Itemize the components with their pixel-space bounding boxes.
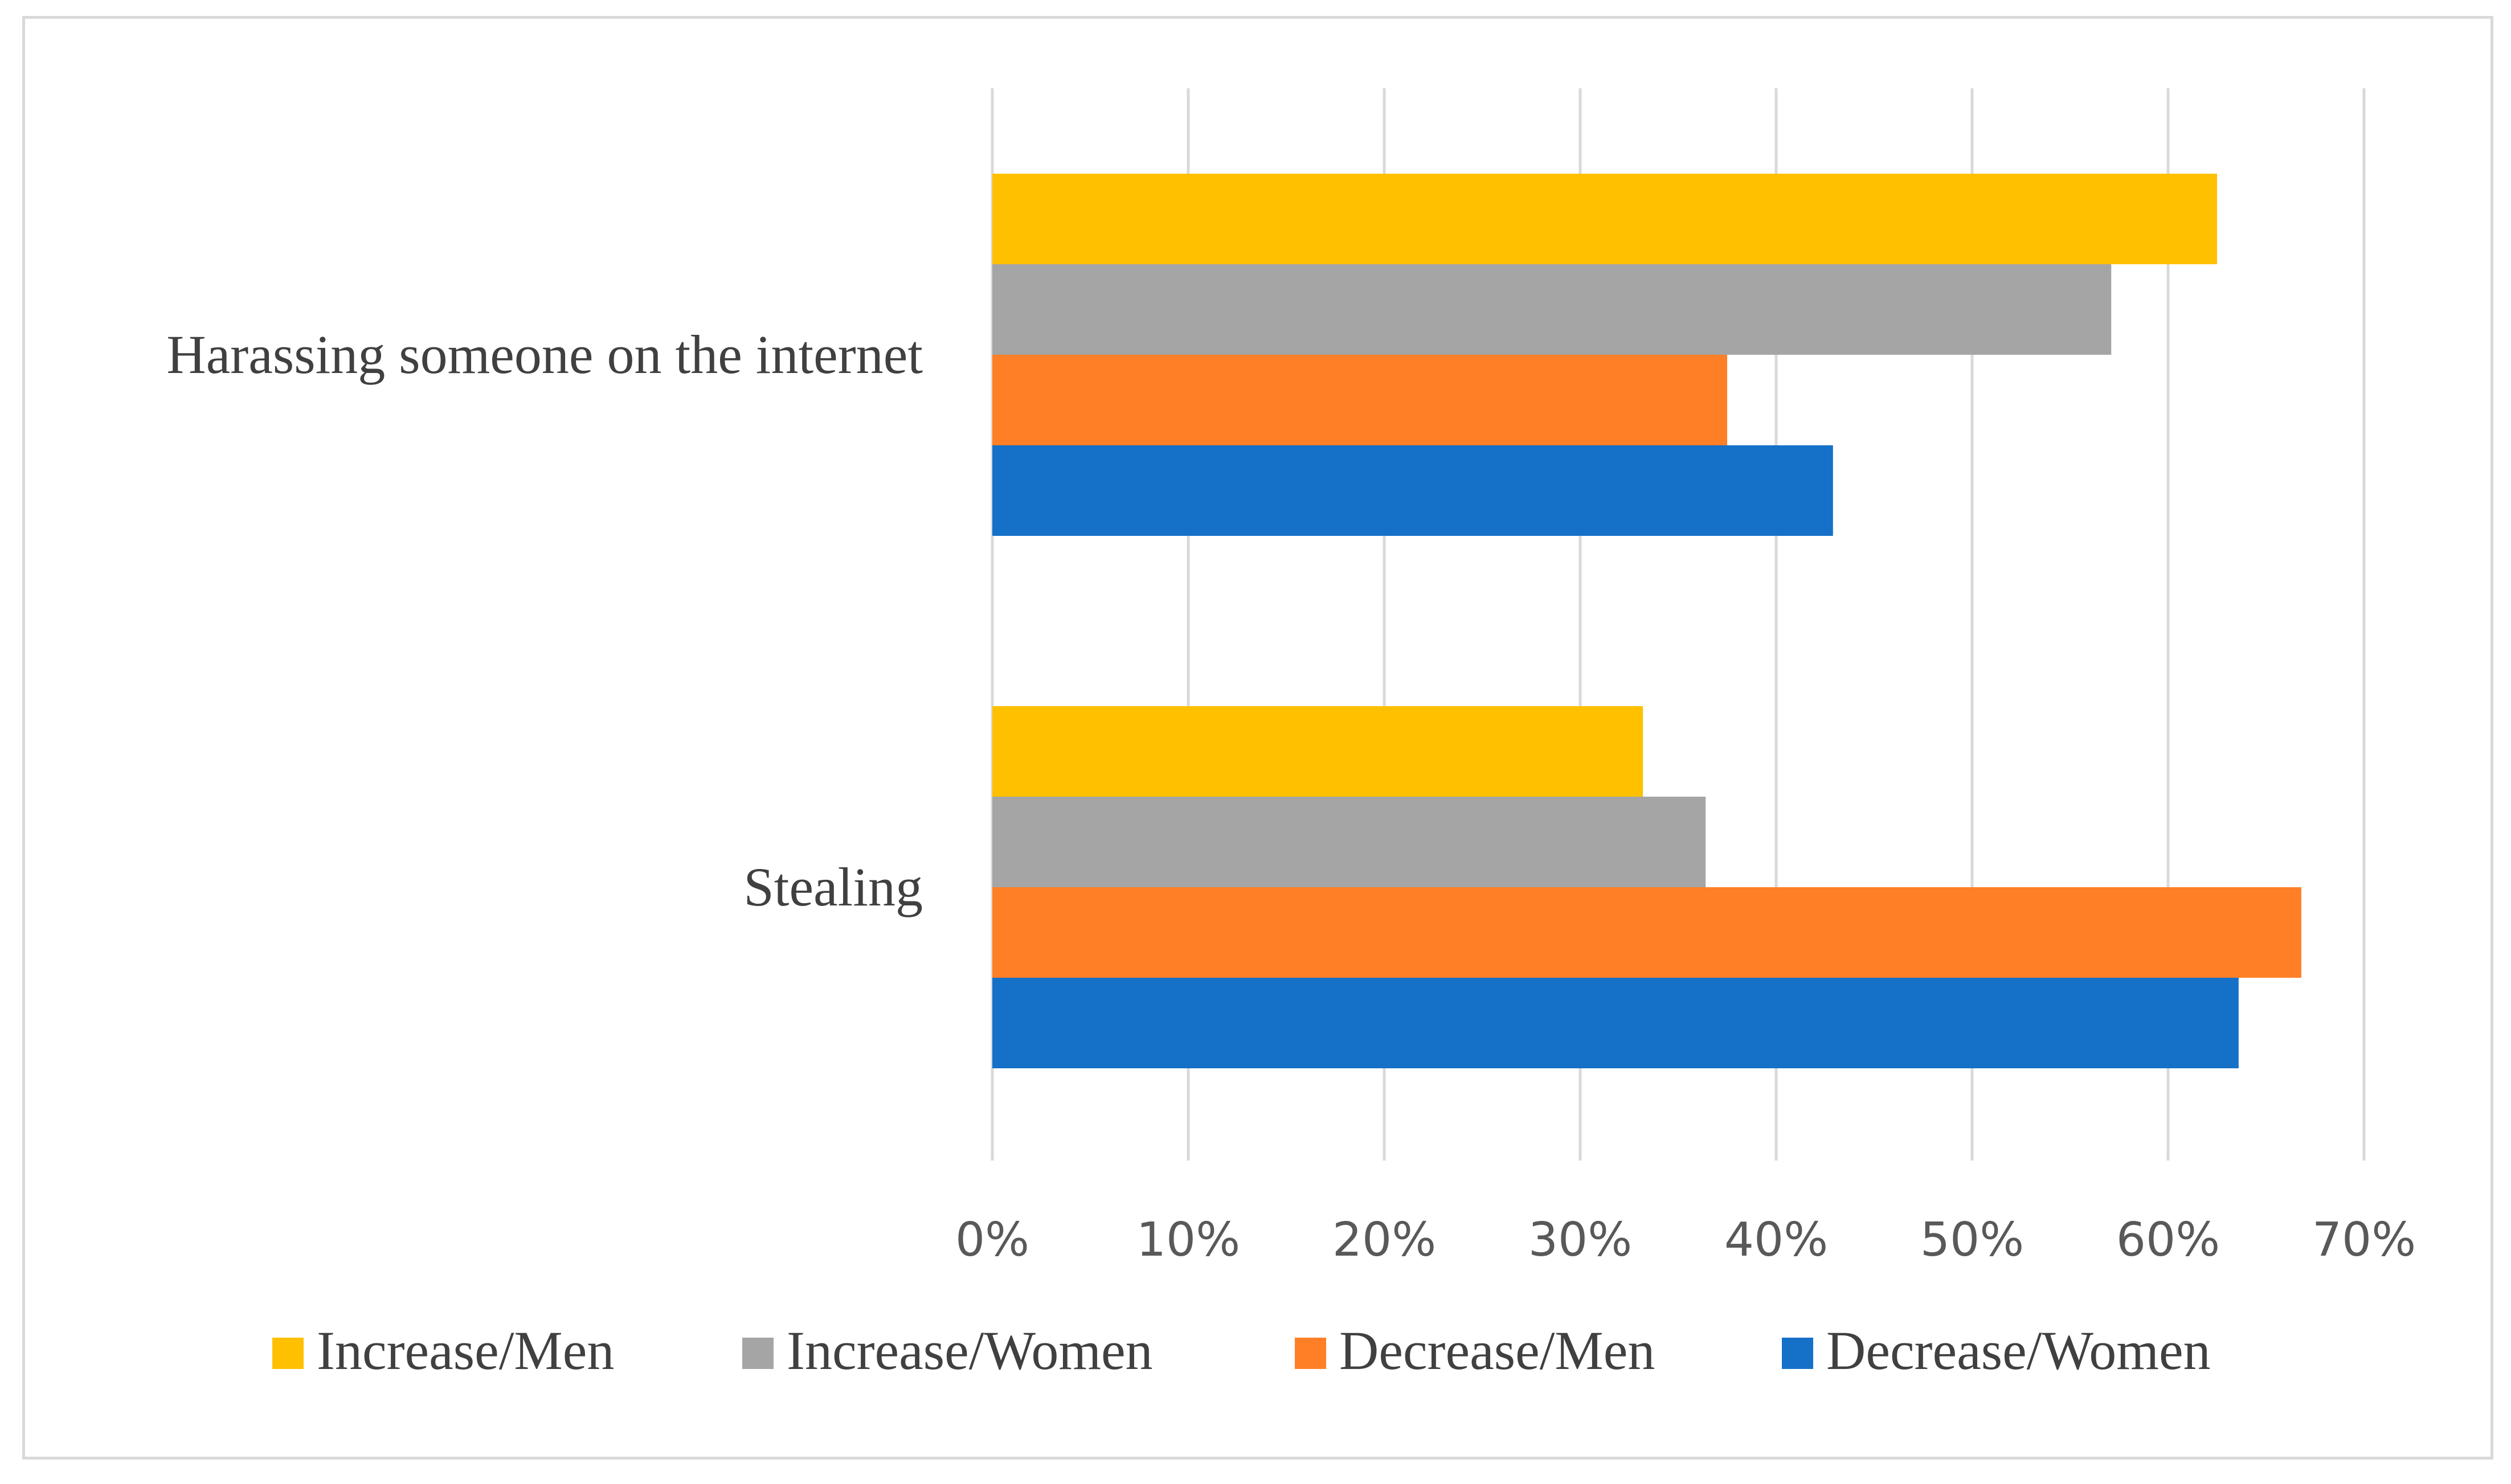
x-tick-label: 20% xyxy=(1332,1213,1436,1267)
legend-label: Increase/Women xyxy=(787,1320,1153,1381)
bar xyxy=(992,355,1727,445)
x-tick-label: 0% xyxy=(955,1213,1029,1267)
x-tick-label: 40% xyxy=(1724,1213,1828,1267)
x-tick-label: 50% xyxy=(1920,1213,2024,1267)
bar xyxy=(992,706,1643,797)
bar xyxy=(992,797,1706,887)
legend: Increase/Men Increase/Women Decrease/Men De… xyxy=(272,1320,2211,1381)
legend-swatch xyxy=(742,1338,774,1369)
category-label: Stealing xyxy=(743,856,923,917)
x-tick-label: 70% xyxy=(2312,1213,2416,1267)
bar xyxy=(992,445,1833,536)
legend-swatch xyxy=(1782,1338,1813,1369)
legend-swatch xyxy=(272,1338,304,1369)
bar xyxy=(992,174,2217,264)
category-labels: Harassing someone on the internet Stealin… xyxy=(166,324,923,917)
bars xyxy=(992,174,2301,1068)
x-tick-label: 30% xyxy=(1528,1213,1632,1267)
x-tick-labels: 0% 10% 20% 30% 40% 50% 60% 70% xyxy=(955,1213,2416,1267)
bar xyxy=(992,978,2239,1068)
legend-label: Decrease/Women xyxy=(1826,1320,2211,1381)
bar xyxy=(992,264,2112,355)
legend-swatch xyxy=(1295,1338,1326,1369)
x-tick-label: 10% xyxy=(1136,1213,1240,1267)
category-label: Harassing someone on the internet xyxy=(166,324,923,385)
bar xyxy=(992,887,2301,978)
legend-label: Increase/Men xyxy=(317,1320,614,1381)
x-tick-label: 60% xyxy=(2116,1213,2220,1267)
legend-label: Decrease/Men xyxy=(1339,1320,1655,1381)
